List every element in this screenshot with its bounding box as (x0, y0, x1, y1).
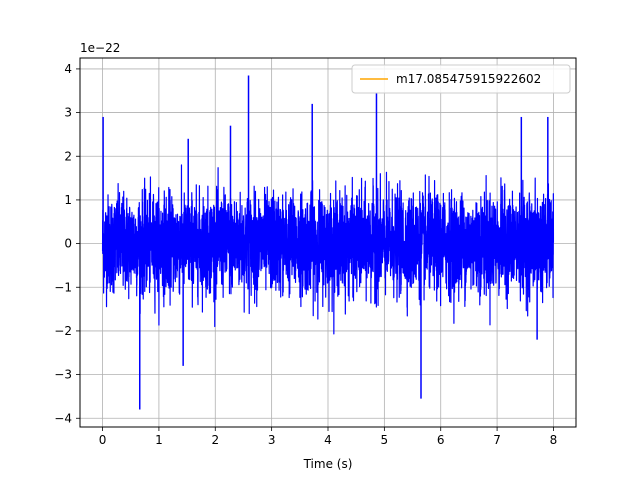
x-axis-title: Time (s) (303, 457, 353, 471)
legend-box (351, 64, 571, 94)
x-tick-label: 6 (437, 433, 445, 447)
x-tick-label: 0 (99, 433, 107, 447)
y-tick-label: −3 (54, 368, 72, 382)
x-tick-label: 7 (493, 433, 501, 447)
y-tick-label: 2 (64, 149, 72, 163)
y-tick-label: 4 (64, 62, 72, 76)
y-tick-label: −2 (54, 324, 72, 338)
x-tick-label: 1 (155, 433, 163, 447)
y-offset-label: 1e−22 (80, 41, 120, 55)
legend: m17.085475915922602 (351, 64, 571, 94)
series-layer (101, 75, 555, 410)
legend-label: m17.085475915922602 (396, 72, 541, 86)
x-tick-label: 3 (268, 433, 276, 447)
x-tick-label: 8 (550, 433, 558, 447)
y-tick-label: 0 (64, 237, 72, 251)
x-tick-label: 5 (381, 433, 389, 447)
y-tick-label: 3 (64, 106, 72, 120)
y-axis-ticks: −4 −3 −2 −1 0 1 2 3 4 (54, 62, 80, 425)
y-tick-label: −4 (54, 411, 72, 425)
x-axis-ticks: 0 1 2 3 4 5 6 7 8 (99, 427, 558, 447)
y-tick-label: −1 (54, 280, 72, 294)
strain-series-line (101, 164, 555, 335)
y-tick-label: 1 (64, 193, 72, 207)
x-tick-label: 2 (211, 433, 219, 447)
x-tick-label: 4 (324, 433, 332, 447)
